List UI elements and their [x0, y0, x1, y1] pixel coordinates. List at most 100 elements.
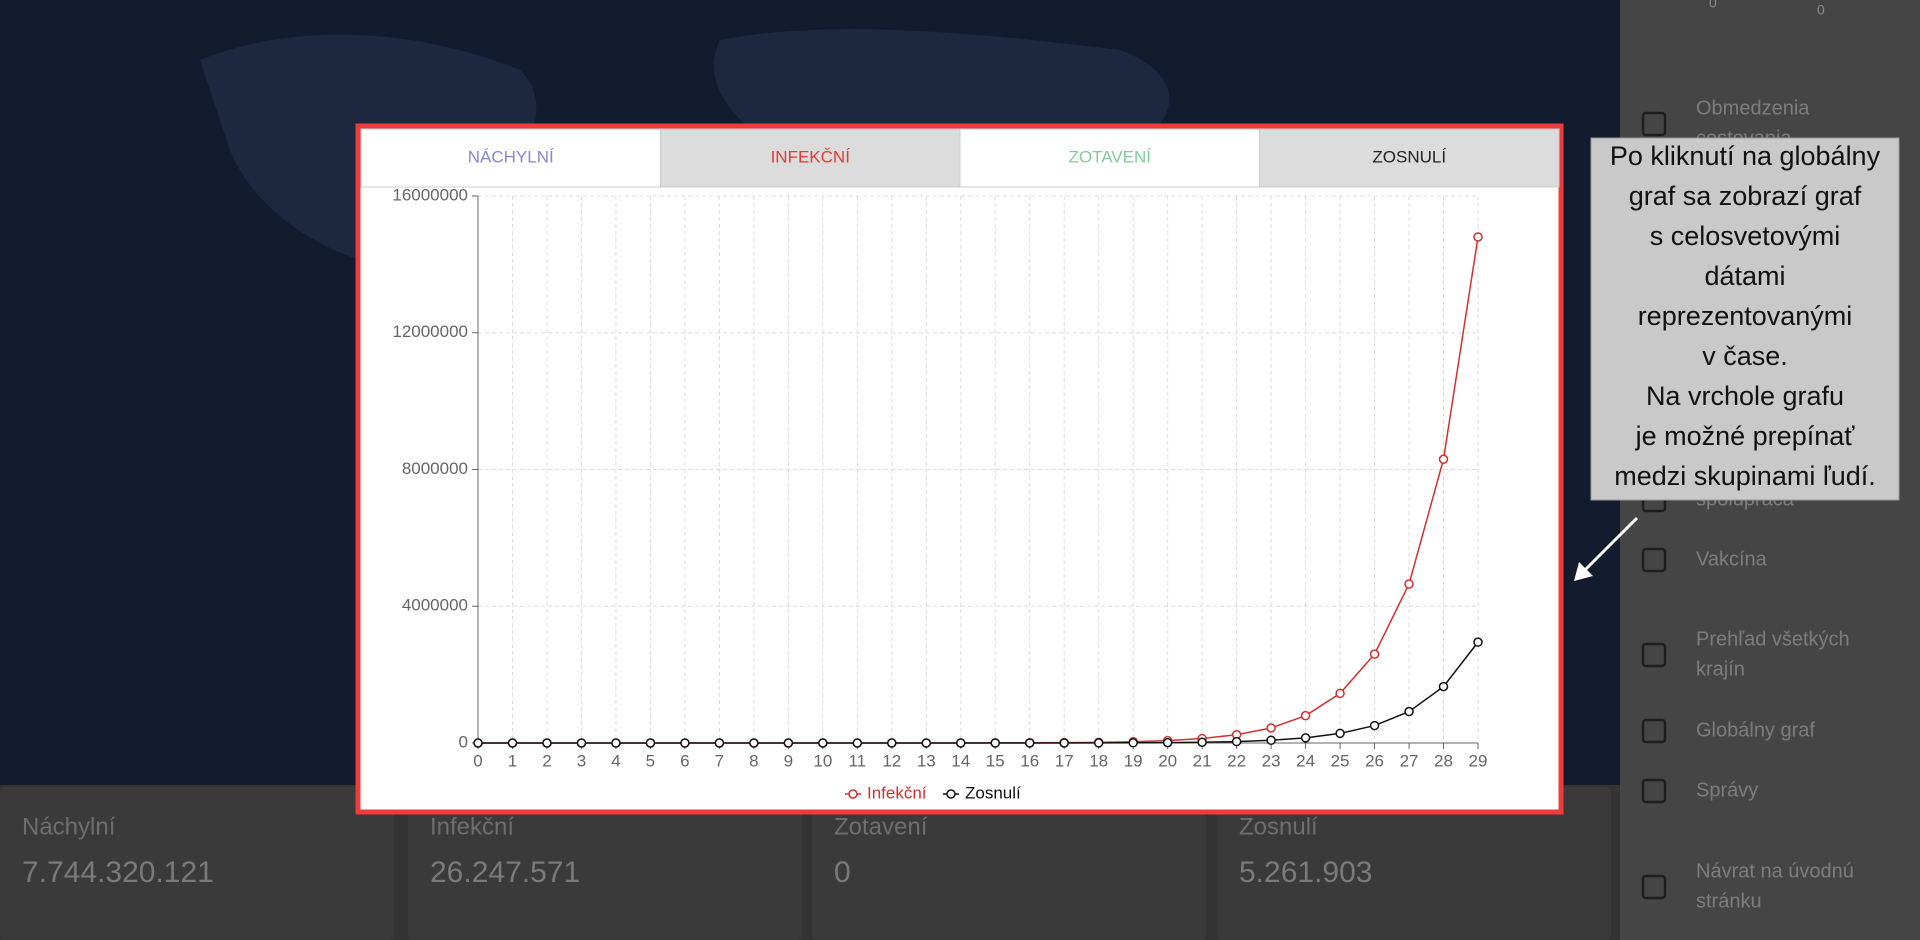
data-point [956, 738, 966, 748]
stat-label: Infekční [430, 813, 514, 840]
x-tick-label: 25 [1331, 751, 1350, 770]
y-tick-label: 0 [459, 732, 468, 751]
annotation-text: Na vrchole grafu [1646, 381, 1844, 411]
data-point [1438, 681, 1449, 692]
tabs: NÁCHYLNÍ INFEKČNÍ ZOTAVENÍ ZOSNULÍ [360, 128, 1560, 188]
menu-label: krajín [1696, 658, 1745, 680]
data-point [1300, 733, 1311, 743]
x-tick-label: 24 [1296, 751, 1315, 770]
y-tick-label: 4000000 [402, 596, 468, 615]
tab[interactable] [1259, 128, 1560, 188]
y-tick-label: 12000000 [392, 322, 468, 341]
data-point [749, 738, 759, 748]
stat-value: 5.261.903 [1239, 856, 1372, 889]
data-point [1231, 736, 1242, 747]
data-point [1438, 454, 1449, 464]
data-point [1473, 232, 1483, 242]
menu-icon [1641, 111, 1667, 137]
x-tick-label: 8 [749, 751, 758, 770]
data-point [1300, 710, 1311, 721]
annotation-arrow [1580, 516, 1639, 575]
tab[interactable] [959, 128, 1260, 188]
x-tick-label: 28 [1434, 751, 1453, 770]
menu-item[interactable]: Návrat na úvodnú stránku [1641, 860, 1854, 912]
stat-value: 26.247.571 [430, 856, 580, 889]
data-point [1059, 738, 1069, 748]
x-tick-label: 14 [951, 751, 970, 770]
menu-label: Prehľad všetkých [1696, 628, 1850, 650]
x-tick-label: 6 [680, 751, 689, 770]
annotation-text: s celosvetovými [1650, 221, 1841, 251]
annotation-text: Po kliknutí na globálny [1610, 141, 1881, 171]
menu-label: Obmedzenia [1696, 97, 1810, 119]
data-point [1335, 688, 1345, 699]
data-point [1473, 637, 1483, 647]
x-tick-label: 13 [917, 751, 936, 770]
x-tick-label: 11 [848, 751, 866, 770]
x-tick-label: 26 [1365, 751, 1384, 770]
tab-label: ZOSNULÍ [1372, 147, 1446, 166]
annotation-text: je možné prepínať [1635, 421, 1856, 451]
data-point [1266, 735, 1276, 746]
data-point [542, 738, 552, 748]
menu-label: Globálny graf [1696, 719, 1815, 741]
x-tick-label: 27 [1400, 751, 1419, 770]
menu-icon [1641, 874, 1667, 900]
x-tick-label: 21 [1193, 751, 1212, 770]
menu-item[interactable]: Prehľad všetkých krajín [1641, 628, 1850, 680]
tab-label: NÁCHYLNÍ [468, 147, 554, 166]
sidebar-number: 0 [1817, 2, 1825, 18]
tab[interactable] [660, 128, 961, 188]
data-point [1404, 706, 1414, 717]
data-point [611, 738, 621, 748]
stat-card [0, 787, 394, 940]
data-point [507, 738, 518, 748]
legend-label: Zosnulí [965, 783, 1021, 802]
x-tick-label: 20 [1158, 751, 1177, 770]
x-tick-label: 7 [715, 751, 724, 770]
x-tick-label: 5 [646, 751, 655, 770]
menu-item[interactable]: Globálny graf [1641, 718, 1815, 744]
data-point [714, 738, 725, 748]
data-point [1369, 649, 1380, 659]
menu-icon [1641, 642, 1667, 668]
legend-swatch [848, 789, 858, 799]
data-point [887, 738, 897, 748]
stat-label: Zotavení [834, 813, 928, 840]
x-tick-label: 12 [882, 751, 901, 770]
annotation-text: graf sa zobrazí graf [1629, 181, 1862, 211]
data-point [1266, 723, 1276, 733]
data-point [645, 738, 656, 748]
tab-label: ZOTAVENÍ [1069, 147, 1152, 166]
x-tick-label: 19 [1124, 751, 1143, 770]
legend-label: Infekční [867, 783, 927, 802]
x-tick-label: 29 [1469, 751, 1488, 770]
sidebar-number: 0 [1709, 0, 1717, 11]
stat-value: 7.744.320.121 [22, 856, 214, 889]
menu-label: stránku [1696, 890, 1762, 912]
menu-item[interactable]: Vakcína [1641, 547, 1768, 573]
stat-card [812, 787, 1206, 940]
data-point [1128, 738, 1138, 748]
x-tick-label: 10 [813, 751, 832, 770]
data-point [576, 738, 587, 748]
menu-icon [1641, 718, 1667, 744]
data-point [1162, 737, 1173, 748]
stat-value: 0 [834, 856, 851, 889]
series-line [478, 641, 1479, 744]
x-tick-label: 23 [1262, 751, 1281, 770]
menu-item[interactable]: Správy [1641, 778, 1758, 804]
legend-swatch [946, 789, 956, 799]
menu-label: Návrat na úvodnú [1696, 860, 1854, 882]
modal [355, 123, 1564, 815]
tab[interactable] [360, 128, 661, 188]
data-point [1369, 720, 1380, 731]
annotation-text: dátami [1704, 261, 1785, 291]
data-point [680, 738, 690, 748]
menu-icon [1641, 547, 1667, 573]
data-point [1335, 728, 1345, 739]
x-tick-label: 9 [784, 751, 793, 770]
annotation-text: reprezentovanými [1638, 301, 1853, 331]
